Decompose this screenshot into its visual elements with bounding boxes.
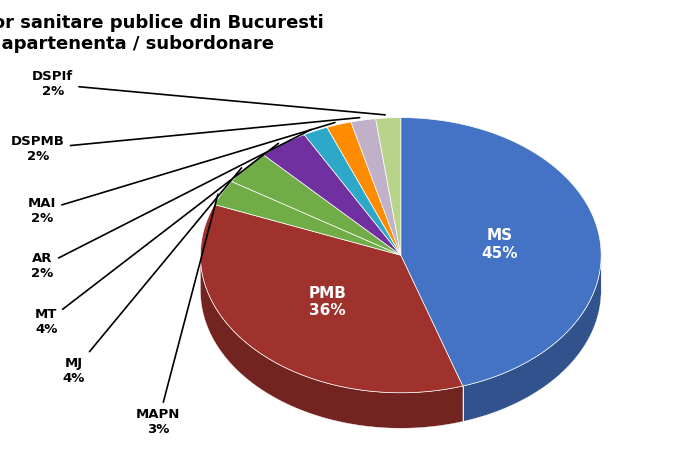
Text: MJ
4%: MJ 4% xyxy=(63,168,242,384)
Polygon shape xyxy=(376,117,401,255)
Polygon shape xyxy=(462,259,601,422)
Polygon shape xyxy=(215,181,401,255)
Text: DSPMB
2%: DSPMB 2% xyxy=(11,117,360,163)
Polygon shape xyxy=(200,257,462,428)
Text: DSPIf
2%: DSPIf 2% xyxy=(32,70,385,115)
Text: Ponderea  unitatilor sanitare publice din Bucuresti
dupa tipul de apartenenta / : Ponderea unitatilor sanitare publice din… xyxy=(0,14,324,53)
Polygon shape xyxy=(304,127,401,255)
Polygon shape xyxy=(200,205,462,393)
Polygon shape xyxy=(327,122,401,255)
Polygon shape xyxy=(351,119,401,255)
Text: MAPN
3%: MAPN 3% xyxy=(136,194,218,436)
Text: MS
45%: MS 45% xyxy=(481,228,518,260)
Text: MT
4%: MT 4% xyxy=(35,144,279,336)
Text: AR
2%: AR 2% xyxy=(31,130,311,280)
Polygon shape xyxy=(264,135,401,255)
Polygon shape xyxy=(401,117,601,386)
Polygon shape xyxy=(232,155,401,255)
Text: MAI
2%: MAI 2% xyxy=(28,123,335,225)
Text: PMB
36%: PMB 36% xyxy=(308,286,347,318)
